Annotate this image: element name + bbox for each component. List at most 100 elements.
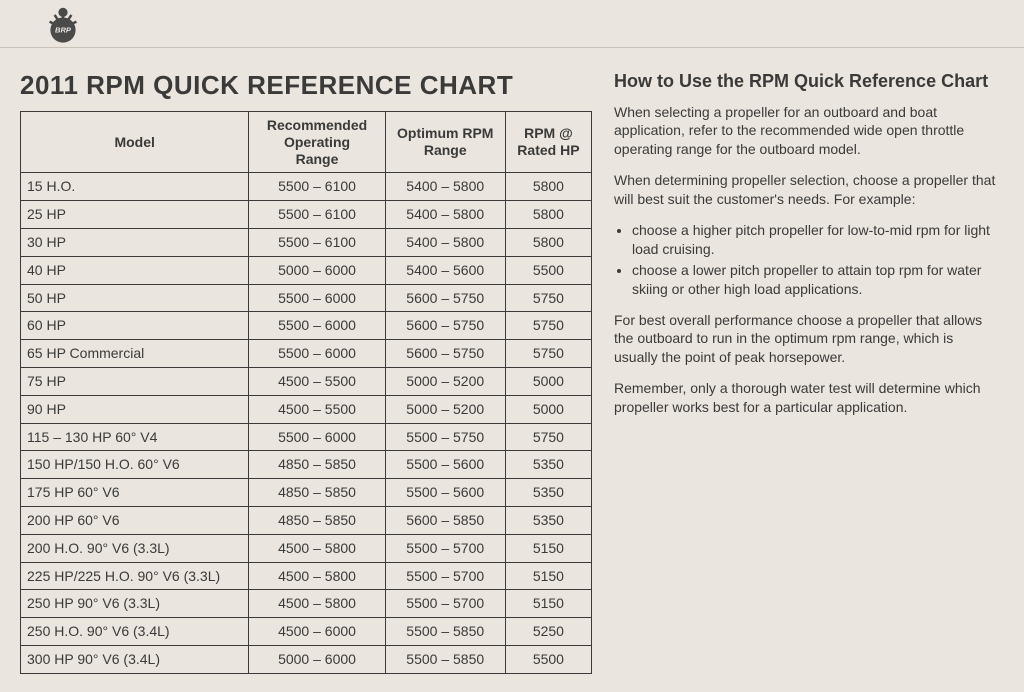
value-cell: 5400 – 5800	[385, 201, 505, 229]
value-cell: 5150	[505, 534, 591, 562]
value-cell: 5350	[505, 479, 591, 507]
value-cell: 5500 – 5700	[385, 534, 505, 562]
value-cell: 5000 – 5200	[385, 367, 505, 395]
table-column-header: Recommended OperatingRange	[249, 112, 385, 173]
table-row: 250 H.O. 90° V6 (3.4L)4500 – 60005500 – …	[21, 618, 592, 646]
value-cell: 5000	[505, 367, 591, 395]
value-cell: 5500 – 5850	[385, 618, 505, 646]
value-cell: 5500 – 5600	[385, 451, 505, 479]
table-row: 225 HP/225 H.O. 90° V6 (3.3L)4500 – 5800…	[21, 562, 592, 590]
value-cell: 5750	[505, 423, 591, 451]
value-cell: 5800	[505, 201, 591, 229]
howto-bullet: choose a higher pitch propeller for low-…	[632, 221, 996, 259]
table-row: 115 – 130 HP 60° V45500 – 60005500 – 575…	[21, 423, 592, 451]
table-row: 250 HP 90° V6 (3.3L)4500 – 58005500 – 57…	[21, 590, 592, 618]
table-column-header: Model	[21, 112, 249, 173]
brp-logo-icon: BRP	[42, 4, 84, 46]
page-title: 2011 RPM QUICK REFERENCE CHART	[20, 70, 592, 101]
model-cell: 25 HP	[21, 201, 249, 229]
model-cell: 175 HP 60° V6	[21, 479, 249, 507]
model-cell: 60 HP	[21, 312, 249, 340]
value-cell: 5500 – 5700	[385, 562, 505, 590]
value-cell: 5800	[505, 228, 591, 256]
value-cell: 4500 – 5800	[249, 590, 385, 618]
value-cell: 5150	[505, 590, 591, 618]
table-body: 15 H.O.5500 – 61005400 – 5800580025 HP55…	[21, 173, 592, 673]
howto-paragraph: For best overall performance choose a pr…	[614, 311, 996, 368]
value-cell: 5000 – 5200	[385, 395, 505, 423]
model-cell: 225 HP/225 H.O. 90° V6 (3.3L)	[21, 562, 249, 590]
value-cell: 5500	[505, 645, 591, 673]
value-cell: 5500	[505, 256, 591, 284]
value-cell: 5500 – 5700	[385, 590, 505, 618]
table-row: 50 HP5500 – 60005600 – 57505750	[21, 284, 592, 312]
value-cell: 5500 – 6100	[249, 201, 385, 229]
value-cell: 5500 – 6100	[249, 173, 385, 201]
value-cell: 5500 – 6000	[249, 312, 385, 340]
value-cell: 5400 – 5800	[385, 228, 505, 256]
model-cell: 30 HP	[21, 228, 249, 256]
table-row: 15 H.O.5500 – 61005400 – 58005800	[21, 173, 592, 201]
table-row: 90 HP4500 – 55005000 – 52005000	[21, 395, 592, 423]
value-cell: 5000 – 6000	[249, 256, 385, 284]
model-cell: 150 HP/150 H.O. 60° V6	[21, 451, 249, 479]
content-area: 2011 RPM QUICK REFERENCE CHART ModelReco…	[0, 48, 1024, 674]
header-bar: BRP	[0, 0, 1024, 48]
value-cell: 5000	[505, 395, 591, 423]
value-cell: 5400 – 5600	[385, 256, 505, 284]
table-head: ModelRecommended OperatingRangeOptimum R…	[21, 112, 592, 173]
table-row: 40 HP5000 – 60005400 – 56005500	[21, 256, 592, 284]
howto-paragraph: When determining propeller selection, ch…	[614, 171, 996, 209]
value-cell: 5750	[505, 312, 591, 340]
table-row: 25 HP5500 – 61005400 – 58005800	[21, 201, 592, 229]
table-row: 75 HP4500 – 55005000 – 52005000	[21, 367, 592, 395]
value-cell: 5500 – 6000	[249, 340, 385, 368]
table-row: 200 HP 60° V64850 – 58505600 – 58505350	[21, 506, 592, 534]
value-cell: 5600 – 5750	[385, 284, 505, 312]
value-cell: 5500 – 5850	[385, 645, 505, 673]
rpm-table: ModelRecommended OperatingRangeOptimum R…	[20, 111, 592, 674]
howto-bullet: choose a lower pitch propeller to attain…	[632, 261, 996, 299]
value-cell: 5150	[505, 562, 591, 590]
table-row: 200 H.O. 90° V6 (3.3L)4500 – 58005500 – …	[21, 534, 592, 562]
value-cell: 4500 – 5500	[249, 367, 385, 395]
table-row: 150 HP/150 H.O. 60° V64850 – 58505500 – …	[21, 451, 592, 479]
value-cell: 4500 – 5800	[249, 534, 385, 562]
table-row: 175 HP 60° V64850 – 58505500 – 56005350	[21, 479, 592, 507]
model-cell: 200 H.O. 90° V6 (3.3L)	[21, 534, 249, 562]
value-cell: 5750	[505, 340, 591, 368]
value-cell: 5750	[505, 284, 591, 312]
table-row: 60 HP5500 – 60005600 – 57505750	[21, 312, 592, 340]
howto-bullet-list: choose a higher pitch propeller for low-…	[614, 221, 996, 299]
table-column-header: RPM @Rated HP	[505, 112, 591, 173]
value-cell: 4850 – 5850	[249, 506, 385, 534]
model-cell: 200 HP 60° V6	[21, 506, 249, 534]
table-row: 300 HP 90° V6 (3.4L)5000 – 60005500 – 58…	[21, 645, 592, 673]
value-cell: 5600 – 5750	[385, 312, 505, 340]
table-row: 65 HP Commercial5500 – 60005600 – 575057…	[21, 340, 592, 368]
value-cell: 5350	[505, 451, 591, 479]
value-cell: 5500 – 6000	[249, 423, 385, 451]
value-cell: 4850 – 5850	[249, 451, 385, 479]
model-cell: 250 H.O. 90° V6 (3.4L)	[21, 618, 249, 646]
value-cell: 5600 – 5850	[385, 506, 505, 534]
value-cell: 5600 – 5750	[385, 340, 505, 368]
model-cell: 90 HP	[21, 395, 249, 423]
model-cell: 115 – 130 HP 60° V4	[21, 423, 249, 451]
model-cell: 15 H.O.	[21, 173, 249, 201]
howto-title: How to Use the RPM Quick Reference Chart	[614, 70, 996, 93]
value-cell: 5000 – 6000	[249, 645, 385, 673]
value-cell: 5500 – 5750	[385, 423, 505, 451]
howto-paragraph: Remember, only a thorough water test wil…	[614, 379, 996, 417]
howto-paragraph: When selecting a propeller for an outboa…	[614, 103, 996, 160]
table-row: 30 HP5500 – 61005400 – 58005800	[21, 228, 592, 256]
svg-text:BRP: BRP	[55, 26, 72, 35]
model-cell: 75 HP	[21, 367, 249, 395]
right-column: How to Use the RPM Quick Reference Chart…	[614, 70, 1004, 674]
value-cell: 5800	[505, 173, 591, 201]
value-cell: 4500 – 5500	[249, 395, 385, 423]
model-cell: 250 HP 90° V6 (3.3L)	[21, 590, 249, 618]
value-cell: 5500 – 5600	[385, 479, 505, 507]
value-cell: 4500 – 5800	[249, 562, 385, 590]
left-column: 2011 RPM QUICK REFERENCE CHART ModelReco…	[20, 70, 592, 674]
